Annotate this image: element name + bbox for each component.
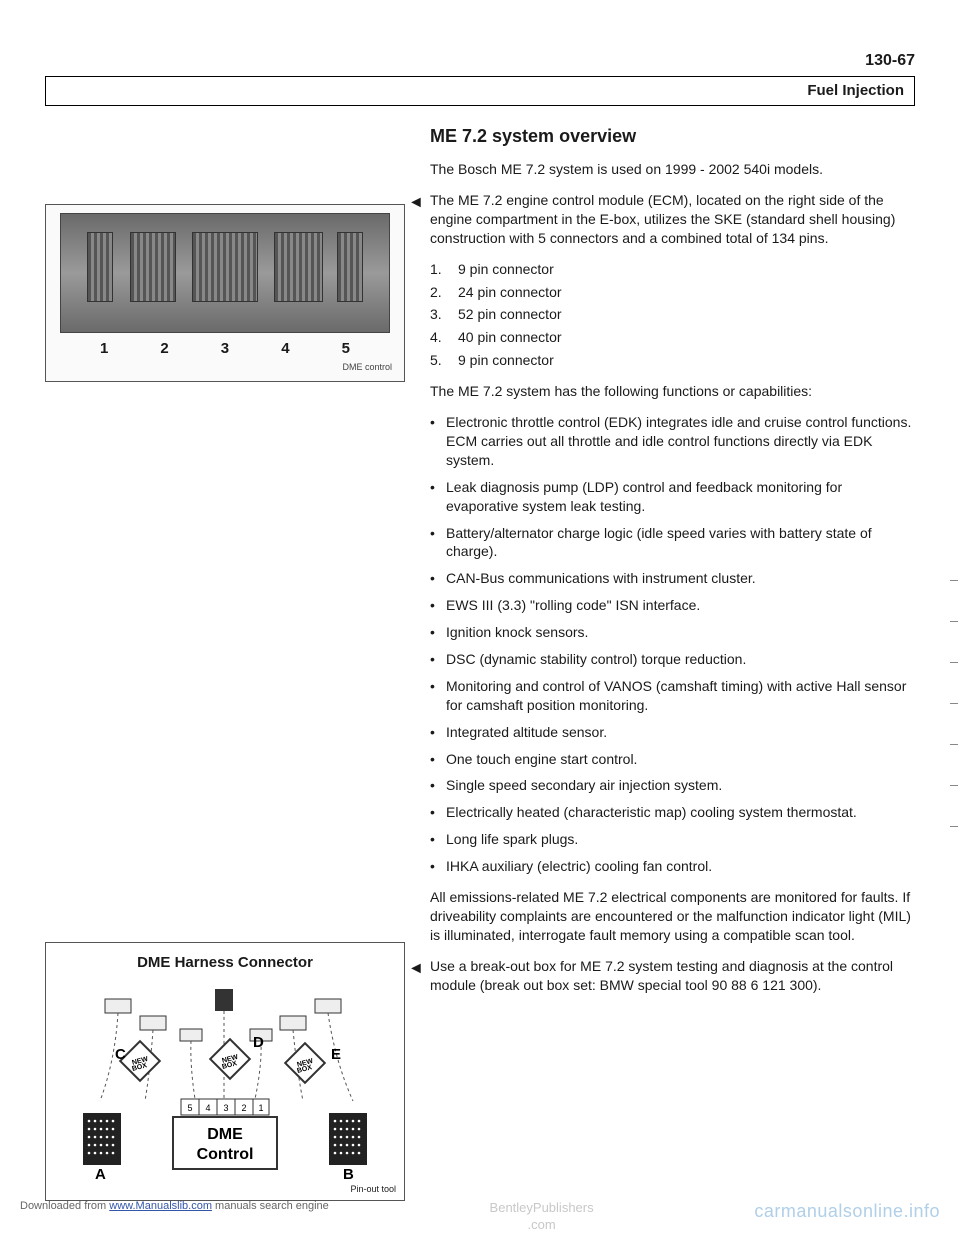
left-column: 1 2 3 4 5 DME control DME Harness Connec… bbox=[45, 124, 405, 1201]
svg-text:B: B bbox=[343, 1166, 354, 1181]
harness-diagram: NEW BOX NEW BOX NEW BOX C D E bbox=[54, 981, 396, 1181]
list-item: Battery/alternator charge logic (idle sp… bbox=[430, 524, 915, 562]
arrow-left-icon: ◄ bbox=[408, 192, 424, 214]
svg-text:DME: DME bbox=[207, 1126, 243, 1143]
list-item: CAN-Bus communications with instrument c… bbox=[430, 569, 915, 588]
list-item: 4.40 pin connector bbox=[430, 328, 915, 347]
list-item: 5.9 pin connector bbox=[430, 351, 915, 370]
page-number: 130-67 bbox=[45, 50, 915, 72]
list-item: Leak diagnosis pump (LDP) control and fe… bbox=[430, 478, 915, 516]
list-item: EWS III (3.3) "rolling code" ISN interfa… bbox=[430, 596, 915, 615]
section-title-bar: Fuel Injection bbox=[45, 76, 915, 106]
list-item: 1.9 pin connector bbox=[430, 260, 915, 279]
list-item: Integrated altitude sensor. bbox=[430, 723, 915, 742]
list-item: Electrically heated (characteristic map)… bbox=[430, 803, 915, 822]
ecm-connector-numbers: 1 2 3 4 5 bbox=[54, 333, 396, 359]
scan-edge-marks bbox=[950, 580, 958, 1080]
footer-left: Downloaded from www.Manualslib.com manua… bbox=[20, 1199, 329, 1234]
breakout-text: Use a break-out box for ME 7.2 system te… bbox=[430, 958, 893, 993]
capabilities-intro: The ME 7.2 system has the following func… bbox=[430, 382, 915, 401]
footer-right-watermark: carmanualsonline.info bbox=[754, 1199, 940, 1234]
ecm-label-4: 4 bbox=[281, 339, 289, 359]
ecm-label-5: 5 bbox=[342, 339, 350, 359]
ecm-illustration bbox=[60, 213, 390, 333]
harness-caption: Pin-out tool bbox=[54, 1183, 396, 1195]
page-footer: Downloaded from www.Manualslib.com manua… bbox=[20, 1199, 940, 1234]
harness-title: DME Harness Connector bbox=[54, 953, 396, 973]
list-item: Single speed secondary air injection sys… bbox=[430, 776, 915, 795]
ecm-figure: 1 2 3 4 5 DME control bbox=[45, 204, 405, 382]
footer-center-watermark: BentleyPublishers.com bbox=[329, 1199, 755, 1234]
emissions-paragraph: All emissions-related ME 7.2 electrical … bbox=[430, 888, 915, 945]
harness-figure: DME Harness Connector bbox=[45, 942, 405, 1200]
svg-text:2: 2 bbox=[241, 1103, 246, 1113]
connector-list: 1.9 pin connector 2.24 pin connector 3.5… bbox=[430, 260, 915, 370]
ecm-label-2: 2 bbox=[160, 339, 168, 359]
ecm-description: ◄ The ME 7.2 engine control module (ECM)… bbox=[430, 191, 915, 248]
list-item: Monitoring and control of VANOS (camshaf… bbox=[430, 677, 915, 715]
list-item: Electronic throttle control (EDK) integr… bbox=[430, 413, 915, 470]
breakout-paragraph: ◄ Use a break-out box for ME 7.2 system … bbox=[430, 957, 915, 995]
svg-text:Control: Control bbox=[197, 1146, 254, 1163]
list-item: One touch engine start control. bbox=[430, 750, 915, 769]
arrow-left-icon: ◄ bbox=[408, 958, 424, 980]
section-heading: ME 7.2 system overview bbox=[430, 124, 915, 148]
ecm-label-3: 3 bbox=[221, 339, 229, 359]
svg-text:A: A bbox=[95, 1166, 106, 1181]
ecm-description-text: The ME 7.2 engine control module (ECM), … bbox=[430, 192, 895, 246]
list-item: 3.52 pin connector bbox=[430, 305, 915, 324]
list-item: 2.24 pin connector bbox=[430, 283, 915, 302]
ecm-label-1: 1 bbox=[100, 339, 108, 359]
right-column: ME 7.2 system overview The Bosch ME 7.2 … bbox=[430, 124, 915, 1201]
svg-text:D: D bbox=[253, 1034, 264, 1051]
list-item: DSC (dynamic stability control) torque r… bbox=[430, 650, 915, 669]
ecm-figure-caption: DME control bbox=[54, 359, 396, 373]
svg-text:4: 4 bbox=[205, 1103, 210, 1113]
svg-text:5: 5 bbox=[187, 1103, 192, 1113]
list-item: Ignition knock sensors. bbox=[430, 623, 915, 642]
svg-text:1: 1 bbox=[258, 1103, 263, 1113]
svg-text:3: 3 bbox=[223, 1103, 228, 1113]
list-item: Long life spark plugs. bbox=[430, 830, 915, 849]
manualslib-link[interactable]: www.Manualslib.com bbox=[109, 1200, 212, 1212]
svg-text:C: C bbox=[115, 1046, 126, 1063]
intro-paragraph: The Bosch ME 7.2 system is used on 1999 … bbox=[430, 160, 915, 179]
svg-text:E: E bbox=[331, 1046, 341, 1063]
capabilities-list: Electronic throttle control (EDK) integr… bbox=[430, 413, 915, 876]
list-item: IHKA auxiliary (electric) cooling fan co… bbox=[430, 857, 915, 876]
